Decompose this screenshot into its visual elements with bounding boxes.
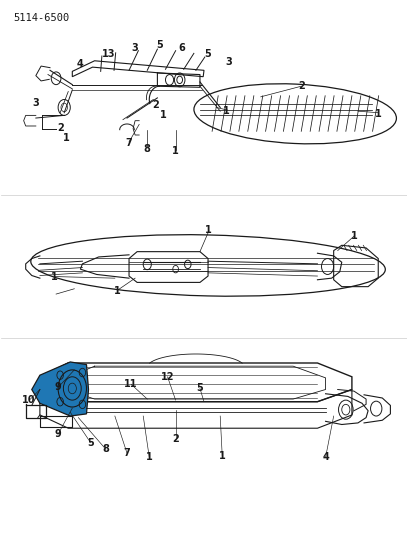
Text: 9: 9 — [55, 382, 62, 392]
Text: 6: 6 — [178, 43, 185, 53]
Text: 1: 1 — [146, 453, 153, 463]
Circle shape — [68, 383, 76, 394]
Polygon shape — [40, 363, 68, 402]
Text: 5: 5 — [205, 50, 211, 59]
Text: 1: 1 — [375, 109, 381, 119]
Text: 9: 9 — [55, 429, 62, 439]
Text: 1: 1 — [219, 451, 226, 461]
Text: 2: 2 — [298, 81, 305, 91]
Text: 8: 8 — [144, 144, 151, 154]
Text: 12: 12 — [161, 372, 174, 382]
Text: 1: 1 — [113, 286, 120, 296]
Text: 1: 1 — [350, 231, 357, 241]
Text: 7: 7 — [126, 139, 133, 149]
Text: 5: 5 — [87, 438, 94, 448]
Text: 5114-6500: 5114-6500 — [13, 13, 70, 23]
Text: 1: 1 — [63, 133, 70, 143]
Text: 4: 4 — [77, 59, 84, 69]
Text: 1: 1 — [160, 110, 167, 120]
Text: 4: 4 — [322, 453, 329, 463]
Text: 2: 2 — [57, 123, 64, 133]
Text: 8: 8 — [102, 445, 109, 455]
Text: 1: 1 — [172, 146, 179, 156]
Text: 3: 3 — [225, 58, 232, 67]
Text: 11: 11 — [124, 379, 138, 389]
Text: 2: 2 — [172, 434, 179, 444]
Text: 13: 13 — [102, 50, 115, 59]
Text: 1: 1 — [205, 225, 211, 236]
Text: 2: 2 — [152, 100, 159, 110]
Text: 5: 5 — [156, 40, 163, 50]
Text: 5: 5 — [197, 383, 203, 393]
Text: 10: 10 — [22, 395, 35, 405]
Text: 3: 3 — [132, 43, 138, 53]
Text: 3: 3 — [33, 98, 39, 108]
Polygon shape — [32, 362, 89, 416]
Text: 1: 1 — [51, 272, 58, 282]
Text: 1: 1 — [223, 106, 230, 116]
Text: 7: 7 — [124, 448, 131, 458]
